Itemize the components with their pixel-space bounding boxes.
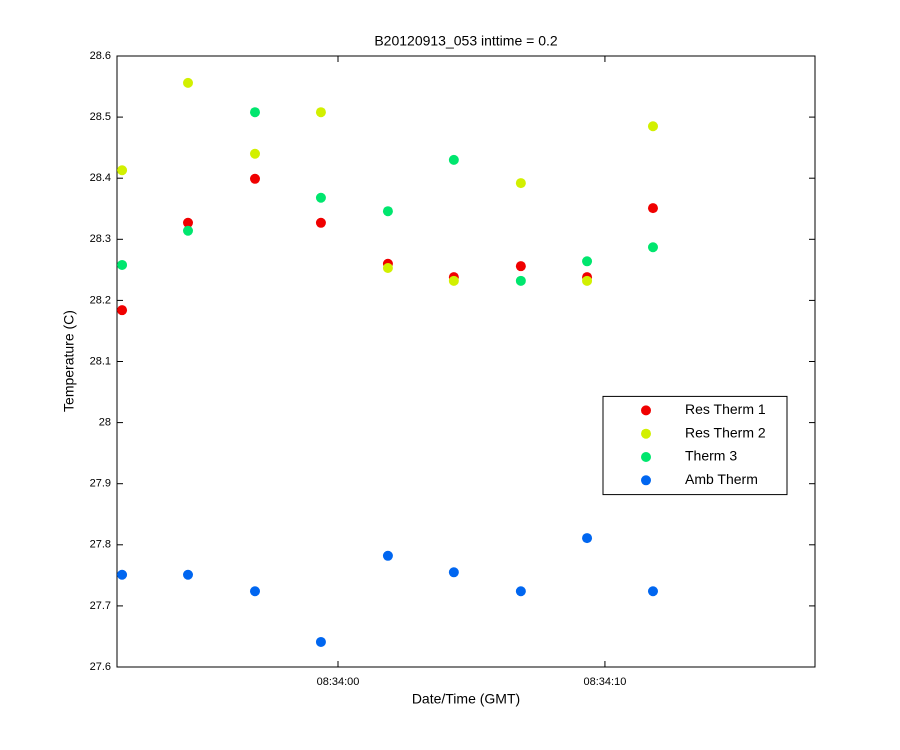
point xyxy=(315,107,326,118)
y-tick-label: 27.7 xyxy=(90,600,111,612)
y-tick-label: 28.5 xyxy=(90,111,111,123)
y-tick-label: 27.8 xyxy=(90,539,111,551)
legend-text: Res Therm 2 xyxy=(685,424,766,440)
y-tick-label: 27.9 xyxy=(90,478,111,490)
point xyxy=(382,206,393,217)
legend-text: Res Therm 1 xyxy=(685,401,766,417)
point xyxy=(183,569,194,580)
point xyxy=(183,77,194,88)
point xyxy=(515,586,526,597)
point xyxy=(315,192,326,203)
point xyxy=(315,217,326,228)
point xyxy=(647,121,658,132)
legend-text: Therm 3 xyxy=(685,448,737,464)
point xyxy=(515,261,526,272)
legend-box xyxy=(602,395,788,496)
point xyxy=(117,569,128,580)
point xyxy=(515,178,526,189)
legend-marker xyxy=(641,452,651,462)
y-tick-label: 27.6 xyxy=(90,661,111,673)
y-tick-label: 28.3 xyxy=(90,233,111,245)
point xyxy=(315,636,326,647)
y-tick-label: 28.1 xyxy=(90,355,111,367)
x-axis-label: Date/Time (GMT) xyxy=(412,691,520,707)
chart-title: B20120913_053 inttime = 0.2 xyxy=(374,33,558,49)
point xyxy=(582,275,593,286)
y-tick-label: 28.4 xyxy=(90,172,111,184)
y-tick-label: 28.6 xyxy=(90,50,111,62)
point xyxy=(448,275,459,286)
legend-text: Amb Therm xyxy=(685,471,758,487)
legend-marker xyxy=(641,405,651,416)
legend-marker xyxy=(641,475,651,486)
point xyxy=(448,154,459,165)
point xyxy=(249,148,260,159)
point xyxy=(183,225,194,236)
point xyxy=(582,533,593,544)
point xyxy=(249,107,260,118)
point xyxy=(117,165,128,176)
point xyxy=(448,567,459,578)
point xyxy=(647,203,658,214)
y-tick-label: 28.2 xyxy=(90,294,111,306)
point xyxy=(249,173,260,184)
point xyxy=(382,263,393,274)
x-tick-label: 08:34:10 xyxy=(584,676,627,688)
point xyxy=(647,242,658,253)
point xyxy=(647,586,658,597)
point xyxy=(249,586,260,597)
point xyxy=(117,305,128,316)
point xyxy=(515,275,526,286)
legend-marker xyxy=(641,428,651,439)
x-tick-label: 08:34:00 xyxy=(317,676,360,688)
point xyxy=(382,550,393,561)
point xyxy=(183,217,194,228)
y-axis-label: Temperature (C) xyxy=(61,310,77,412)
point xyxy=(117,259,128,270)
point xyxy=(582,256,593,267)
y-tick-label: 28 xyxy=(99,417,111,429)
plot-area xyxy=(116,55,816,668)
